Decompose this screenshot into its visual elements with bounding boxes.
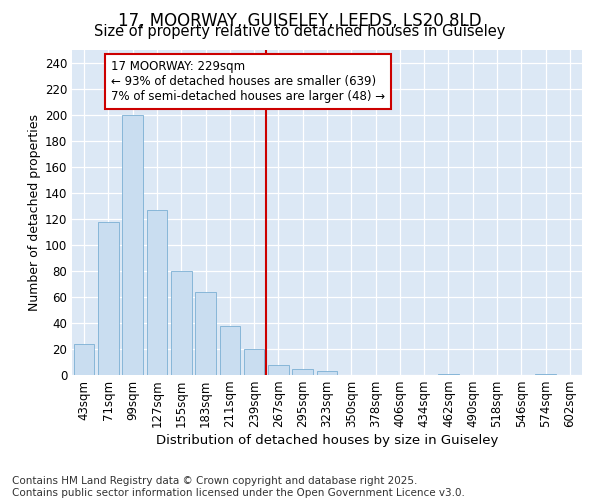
Bar <box>535 374 556 375</box>
Bar <box>171 271 191 375</box>
Bar <box>438 374 459 375</box>
Bar <box>98 222 119 375</box>
Bar <box>74 344 94 375</box>
Bar <box>195 292 216 375</box>
Bar <box>146 210 167 375</box>
Bar <box>292 368 313 375</box>
Text: 17, MOORWAY, GUISELEY, LEEDS, LS20 8LD: 17, MOORWAY, GUISELEY, LEEDS, LS20 8LD <box>118 12 482 30</box>
Bar <box>122 115 143 375</box>
X-axis label: Distribution of detached houses by size in Guiseley: Distribution of detached houses by size … <box>156 434 498 448</box>
Text: Size of property relative to detached houses in Guiseley: Size of property relative to detached ho… <box>94 24 506 39</box>
Bar <box>317 371 337 375</box>
Text: Contains HM Land Registry data © Crown copyright and database right 2025.
Contai: Contains HM Land Registry data © Crown c… <box>12 476 465 498</box>
Bar <box>220 326 240 375</box>
Y-axis label: Number of detached properties: Number of detached properties <box>28 114 41 311</box>
Bar <box>244 349 265 375</box>
Bar <box>268 364 289 375</box>
Text: 17 MOORWAY: 229sqm
← 93% of detached houses are smaller (639)
7% of semi-detache: 17 MOORWAY: 229sqm ← 93% of detached hou… <box>111 60 385 104</box>
